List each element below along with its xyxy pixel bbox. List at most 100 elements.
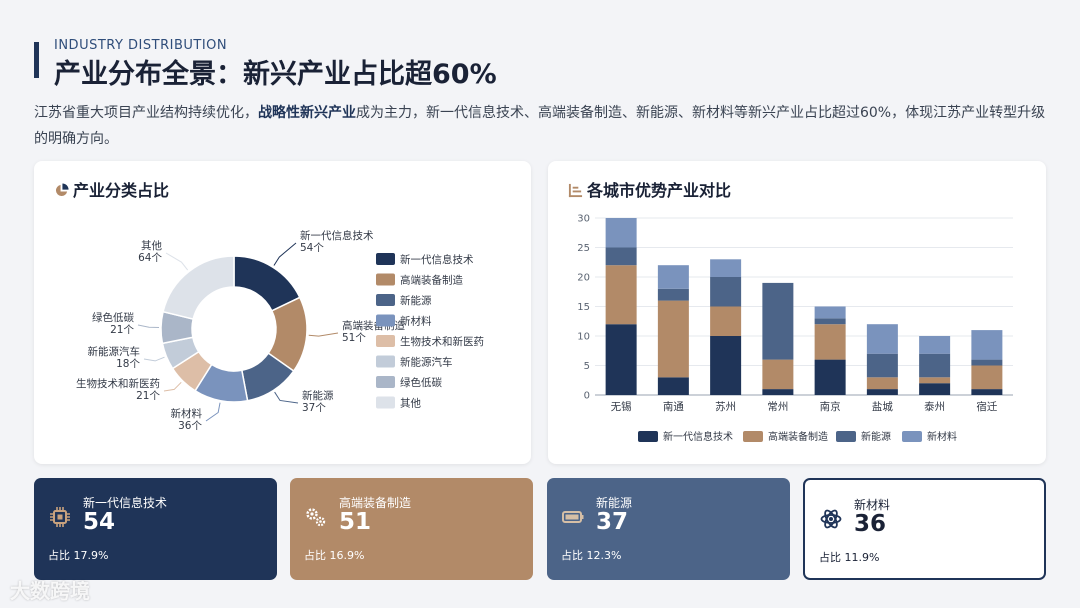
legend-label: 新一代信息技术	[663, 430, 733, 443]
stat-card-new-energy[interactable]: 新能源 37 占比 12.3%	[547, 478, 790, 580]
bar-segment	[971, 330, 1003, 360]
bar-segment	[814, 359, 846, 395]
pie-slice-label: 新能源	[302, 389, 334, 402]
pie-slice-value: 64个	[138, 252, 162, 264]
atom-icon	[820, 509, 842, 529]
legend-label: 新一代信息技术	[400, 253, 474, 266]
bar-segment	[814, 306, 846, 319]
pie-leader-line	[205, 402, 221, 422]
legend-label: 新能源汽车	[400, 356, 453, 369]
bar-chart-card: 各城市优势产业对比 0 5 10 15 20 25 30 无锡 南通 苏州 常州 南京 盐城 泰州 宿迁 新一…	[548, 161, 1046, 464]
section-subtitle: INDUSTRY DISTRIBUTION	[54, 38, 228, 53]
title-accent-bar	[34, 42, 39, 78]
legend-swatch	[376, 335, 395, 347]
legend-label: 生物技术和新医药	[400, 335, 484, 348]
y-tick-label: 5	[584, 361, 590, 372]
stat-share: 占比 11.9%	[819, 551, 880, 564]
pie-slice-value: 37个	[302, 402, 326, 414]
bar-segment	[866, 377, 898, 390]
y-tick-label: 15	[577, 302, 590, 313]
gears-icon	[306, 508, 326, 527]
stat-share: 占比 12.3%	[561, 549, 622, 562]
bar-segment	[657, 300, 689, 378]
bar-card-title-text: 各城市优势产业对比	[587, 181, 732, 200]
pie-slice-label: 高端装备制造	[342, 319, 405, 332]
bar-card-title: 各城市优势产业对比	[568, 177, 731, 201]
legend-swatch	[376, 314, 395, 327]
legend-swatch	[376, 396, 395, 409]
stat-card-new-materials[interactable]: 新材料 36 占比 11.9%	[803, 478, 1046, 580]
stat-card-equipment[interactable]: 高端装备制造 51 占比 16.9%	[290, 478, 533, 580]
bar-segment	[710, 259, 742, 277]
pie-slice-label: 绿色低碳	[92, 311, 134, 324]
intro-highlight: 战略性新兴产业	[258, 105, 356, 121]
x-tick-label: 盐城	[872, 400, 893, 413]
y-tick-label: 20	[577, 273, 590, 284]
pie-slice-value: 21个	[110, 324, 134, 336]
pie-slice-value: 36个	[178, 420, 202, 432]
pie-leader-line	[137, 324, 160, 328]
bar-segment	[762, 359, 794, 390]
pie-slice-label: 其他	[141, 239, 162, 252]
stat-label: 新材料	[854, 498, 891, 512]
legend-label: 新材料	[927, 430, 957, 443]
bar-segment	[762, 282, 794, 360]
legend-swatch	[376, 355, 395, 368]
y-tick-label: 10	[577, 332, 590, 343]
legend-label: 新能源	[400, 294, 432, 307]
y-tick-label: 0	[584, 391, 590, 402]
pie-slice-value: 21个	[136, 390, 160, 402]
bar-segment	[657, 265, 689, 289]
battery-icon	[562, 511, 584, 523]
legend-label: 新材料	[400, 315, 432, 328]
bar-segment	[919, 336, 951, 354]
pie-leader-line	[143, 356, 165, 362]
pie-slice-value: 51个	[342, 332, 366, 344]
bar-segment	[919, 377, 951, 384]
pie-leader-line	[308, 332, 339, 337]
pie-leader-line	[274, 391, 299, 404]
legend-label: 绿色低碳	[400, 376, 442, 389]
intro-prefix: 江苏省重大项目产业结构持续优化，	[34, 105, 258, 121]
pie-slice	[162, 255, 235, 320]
bar-segment	[866, 324, 898, 354]
intro-paragraph: 江苏省重大项目产业结构持续优化，战略性新兴产业成为主力，新一代信息技术、高端装备…	[34, 100, 1054, 152]
page-title: 产业分布全景：新兴产业占比超60%	[54, 59, 497, 90]
pie-card-title-text: 产业分类占比	[73, 181, 170, 200]
bar-segment	[710, 336, 742, 395]
bar-segment	[605, 218, 637, 248]
legend-label: 新能源	[861, 430, 891, 443]
stat-label: 新一代信息技术	[83, 496, 168, 510]
pie-slice-label: 生物技术和新医药	[76, 377, 160, 390]
bar-segment	[919, 353, 951, 378]
pie-card-title: 产业分类占比	[54, 177, 169, 201]
bar-segment	[605, 265, 637, 325]
bar-segment	[710, 306, 742, 336]
x-tick-label: 苏州	[715, 400, 736, 413]
bar-segment	[814, 324, 846, 360]
pie-leader-line	[163, 381, 182, 392]
pie-leader-line	[273, 242, 297, 266]
x-tick-label: 南京	[820, 400, 841, 413]
pie-slice-label: 新能源汽车	[88, 345, 141, 358]
x-tick-label: 常州	[767, 400, 788, 413]
bar-segment	[657, 288, 689, 301]
legend-swatch	[376, 253, 395, 265]
x-tick-label: 宿迁	[976, 400, 997, 413]
bar-segment	[971, 359, 1003, 366]
stat-card-info-tech[interactable]: 新一代信息技术 54 占比 17.9%	[34, 478, 277, 580]
bar-segment	[971, 365, 1003, 390]
legend-swatch	[902, 431, 922, 442]
bar-segment	[762, 389, 794, 395]
bar-segment	[605, 247, 637, 266]
donut-chart: 新一代信息技术54个高端装备制造51个新能源37个新材料36个生物技术和新医药2…	[76, 229, 484, 432]
stat-share: 占比 16.9%	[304, 549, 365, 562]
legend-swatch	[376, 294, 395, 306]
stat-label: 高端装备制造	[339, 496, 412, 510]
chip-icon	[50, 507, 70, 527]
pie-slice-label: 新材料	[171, 407, 203, 420]
stat-label: 新能源	[596, 496, 633, 510]
x-tick-label: 泰州	[924, 400, 945, 413]
intro-suffix: 成为主力，新一代信息技术、高端装备制造、新能源、新材料等新兴产业占比超过60%，…	[34, 105, 1046, 147]
